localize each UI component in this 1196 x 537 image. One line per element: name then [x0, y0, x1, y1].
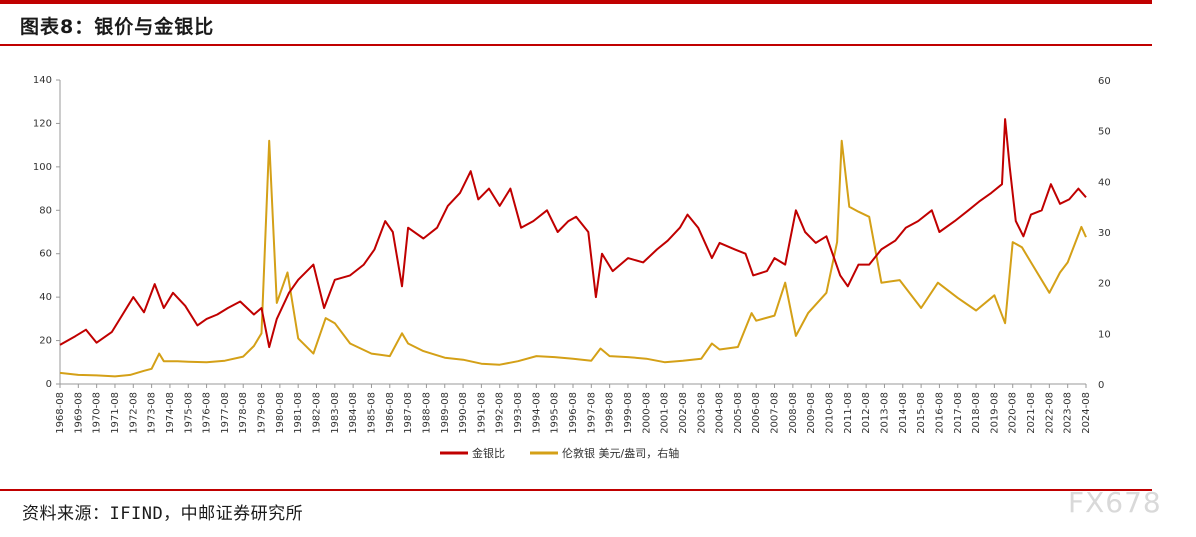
x-tick-label: 1991-08	[476, 392, 487, 434]
x-tick-label: 1992-08	[495, 392, 506, 434]
y-tick-label-right: 30	[1098, 228, 1111, 239]
x-tick-label: 2012-08	[861, 392, 872, 434]
x-tick-label: 1973-08	[147, 392, 158, 434]
x-tick-label: 2019-08	[989, 392, 1000, 434]
y-tick-label-right: 10	[1098, 329, 1111, 340]
x-tick-label: 1978-08	[238, 392, 249, 434]
y-tick-label-left: 120	[33, 118, 52, 129]
x-tick-label: 1996-08	[568, 392, 579, 434]
watermark: FX678	[1068, 486, 1162, 519]
x-tick-label: 1981-08	[293, 392, 304, 434]
x-tick-label: 1975-08	[183, 392, 194, 434]
x-tick-label: 2006-08	[751, 392, 762, 434]
x-tick-label: 1969-08	[73, 392, 84, 434]
x-tick-label: 1971-08	[110, 392, 121, 434]
line-chart: 0 20 40 60 80 100 120 140 0 10 20 30 40 50 60 1968-08 19…	[33, 75, 1111, 460]
x-tick-label: 2015-08	[916, 392, 927, 434]
x-tick-label: 1972-08	[128, 392, 139, 434]
top-rule	[0, 0, 1152, 4]
source-note: 资料来源：IFIND，中邮证券研究所	[22, 504, 304, 524]
x-tick-label: 1970-08	[92, 392, 103, 434]
x-tick-label: 1982-08	[312, 392, 323, 434]
x-tick-label: 2018-08	[971, 392, 982, 434]
y-tick-label-left: 60	[39, 249, 52, 260]
x-tick-label: 1979-08	[257, 392, 268, 434]
x-tick-label: 1987-08	[403, 392, 414, 434]
y-tick-label-right: 0	[1098, 380, 1104, 391]
x-tick-label: 1993-08	[513, 392, 524, 434]
chart-series	[59, 118, 1087, 378]
y-tick-label-left: 100	[33, 162, 52, 173]
x-tick-label: 1989-08	[440, 392, 451, 434]
x-tick-label: 1974-08	[165, 392, 176, 434]
x-tick-label: 2009-08	[806, 392, 817, 434]
x-tick-label: 1980-08	[275, 392, 286, 434]
y-tick-label-left: 20	[39, 336, 52, 347]
chart-legend: 金银比 伦敦银 美元/盎司，右轴	[440, 446, 679, 460]
series-line-silver-price	[59, 139, 1087, 378]
x-tick-label: 2005-08	[733, 392, 744, 434]
x-tick-label: 1968-08	[55, 392, 66, 434]
chart-axes: 0 20 40 60 80 100 120 140 0 10 20 30 40 50 60 1968-08 19…	[33, 75, 1111, 434]
x-tick-label: 2023-08	[1063, 392, 1074, 434]
x-tick-label: 1990-08	[458, 392, 469, 434]
y-tick-label-right: 40	[1098, 177, 1111, 188]
x-tick-label: 2022-08	[1044, 392, 1055, 434]
x-tick-label: 2011-08	[843, 392, 854, 434]
legend-item-silver-price-label: 伦敦银 美元/盎司，右轴	[562, 446, 679, 460]
x-tick-label: 1985-08	[366, 392, 377, 434]
x-tick-label: 2008-08	[788, 392, 799, 434]
x-tick-label: 1994-08	[531, 392, 542, 434]
y-tick-label-right: 60	[1098, 76, 1111, 87]
x-tick-label: 2000-08	[641, 392, 652, 434]
x-tick-label: 1998-08	[605, 392, 616, 434]
y-tick-label-left: 40	[39, 292, 52, 303]
x-tick-label: 1977-08	[220, 392, 231, 434]
y-tick-label-left: 80	[39, 205, 52, 216]
x-tick-label: 2002-08	[678, 392, 689, 434]
legend-item-gold-silver-ratio-label: 金银比	[472, 446, 505, 460]
y-tick-label-right: 50	[1098, 127, 1111, 138]
x-tick-label: 1988-08	[421, 392, 432, 434]
x-tick-label: 1995-08	[550, 392, 561, 434]
x-tick-label: 2010-08	[825, 392, 836, 434]
x-tick-label: 1997-08	[586, 392, 597, 434]
x-tick-label: 2007-08	[770, 392, 781, 434]
x-tick-label: 2001-08	[660, 392, 671, 434]
page-title: 图表8：银价与金银比	[20, 16, 215, 38]
y-tick-label-left: 0	[46, 379, 52, 390]
x-tick-label: 1986-08	[385, 392, 396, 434]
x-tick-label: 2004-08	[715, 392, 726, 434]
x-tick-label: 2016-08	[934, 392, 945, 434]
x-tick-label: 2020-08	[1008, 392, 1019, 434]
y-tick-label-left: 140	[33, 75, 52, 86]
x-tick-label: 2024-08	[1081, 392, 1092, 434]
bottom-rule	[0, 489, 1152, 491]
x-tick-label: 1976-08	[202, 392, 213, 434]
x-tick-label: 1984-08	[348, 392, 359, 434]
x-tick-label: 2003-08	[696, 392, 707, 434]
x-tick-label: 1983-08	[330, 392, 341, 434]
x-tick-label: 2021-08	[1026, 392, 1037, 434]
x-tick-label: 2014-08	[898, 392, 909, 434]
title-rule	[0, 44, 1152, 46]
x-tick-label: 1999-08	[623, 392, 634, 434]
x-tick-label: 2017-08	[953, 392, 964, 434]
series-line-gold-silver-ratio	[59, 118, 1087, 349]
y-tick-label-right: 20	[1098, 279, 1111, 290]
x-tick-label: 2013-08	[879, 392, 890, 434]
